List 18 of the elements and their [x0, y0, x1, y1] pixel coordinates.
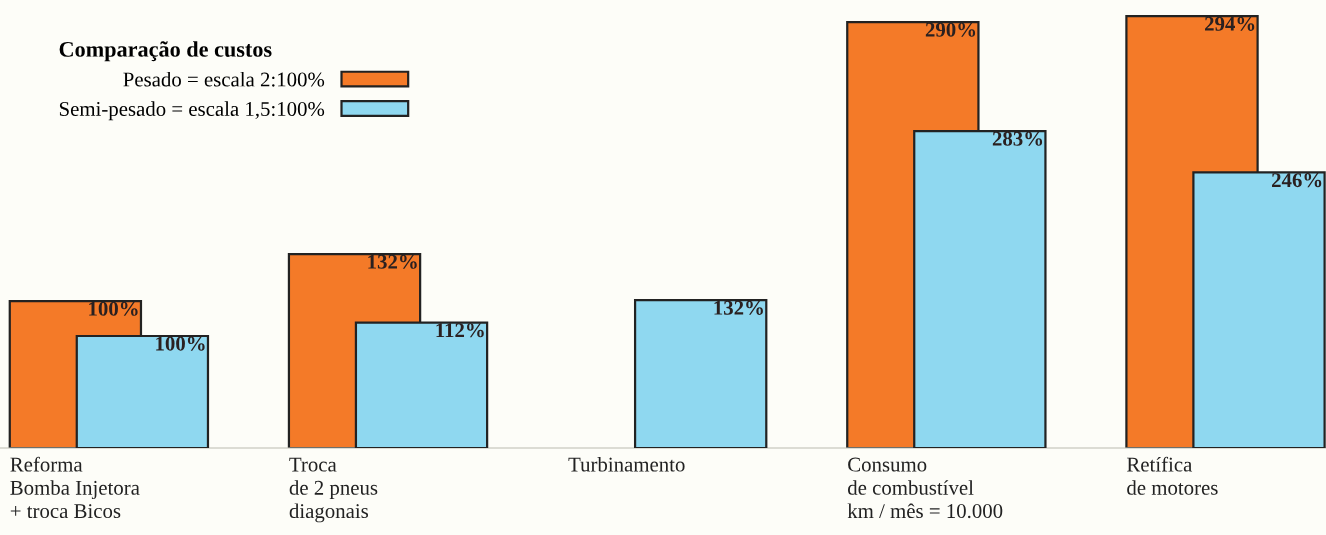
- data-label: 283%: [992, 131, 1043, 146]
- data-label: 132%: [368, 254, 417, 269]
- data-label: 100%: [89, 301, 138, 316]
- x-tick-label: Turbinamento: [568, 456, 685, 472]
- data-label: 132%: [714, 300, 763, 315]
- data-label: 290%: [925, 22, 976, 37]
- data-label: 246%: [1272, 173, 1322, 188]
- bar: [633, 299, 768, 448]
- legend-title: Comparação de custos: [59, 41, 272, 62]
- legend-label: Semi-pesado = escala 1,5:100%: [59, 101, 325, 121]
- x-tick-label: Troca de 2 pneus diagonais: [289, 457, 378, 523]
- data-label: 294%: [1205, 16, 1255, 31]
- data-label: 100%: [156, 336, 205, 351]
- x-tick-label: Reforma Bomba Injetora + troca Bicos: [10, 456, 140, 519]
- data-label: 112%: [436, 323, 484, 338]
- x-tick-label: Consumo de combustível km / mês = 10.000: [847, 457, 1003, 519]
- x-tick-label: Retífica de motores: [1127, 456, 1218, 495]
- legend-label: Pesado = escala 2:100%: [123, 71, 325, 87]
